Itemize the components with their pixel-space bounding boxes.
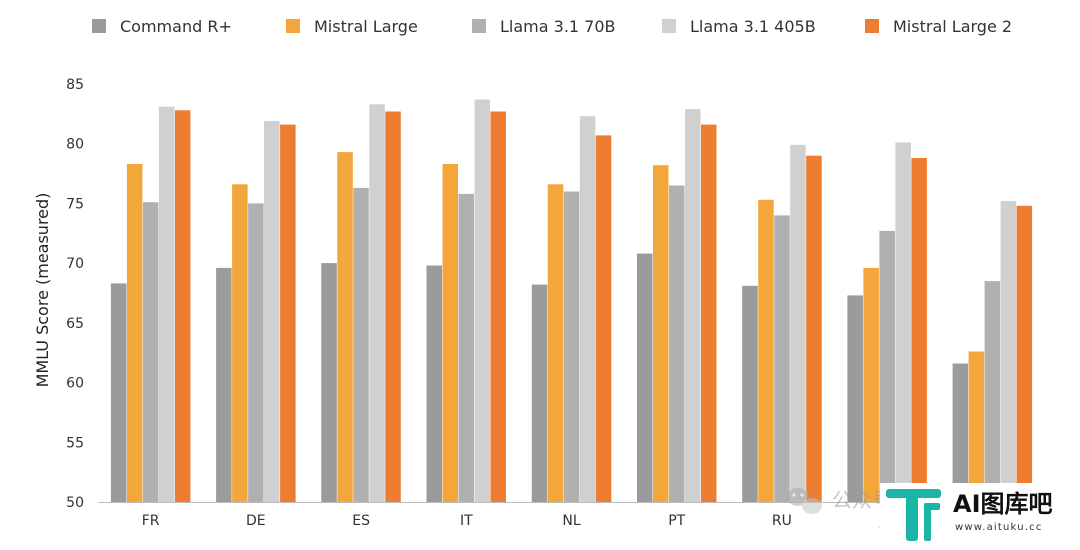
bar bbox=[563, 191, 580, 502]
bars bbox=[110, 99, 1033, 503]
bar bbox=[547, 184, 564, 503]
bar bbox=[758, 199, 774, 503]
bar bbox=[280, 124, 296, 502]
x-tick-label: ES bbox=[352, 513, 370, 529]
legend-swatch bbox=[865, 19, 879, 33]
x-tick-label: DE bbox=[246, 513, 266, 529]
y-tick-label: 80 bbox=[66, 137, 84, 153]
bar bbox=[353, 187, 369, 502]
y-tick-label: 85 bbox=[66, 77, 84, 93]
bar bbox=[337, 152, 353, 502]
bar bbox=[863, 267, 879, 502]
site-watermark: AI图库吧 www.aituku.cc bbox=[880, 483, 1080, 546]
y-tick-label: 75 bbox=[66, 196, 84, 212]
bar bbox=[742, 285, 758, 502]
bar bbox=[701, 124, 717, 502]
bar bbox=[385, 111, 401, 502]
x-tick-label: FR bbox=[142, 513, 160, 529]
bar bbox=[474, 99, 490, 502]
bar bbox=[490, 111, 506, 502]
legend-label: Mistral Large bbox=[314, 17, 418, 36]
bar bbox=[984, 281, 1001, 502]
bar bbox=[216, 267, 232, 502]
legend-swatch bbox=[286, 19, 300, 33]
bar bbox=[806, 155, 822, 502]
y-axis: 50 55 60 65 70 75 80 85 bbox=[66, 77, 84, 511]
bar bbox=[637, 253, 653, 502]
bar bbox=[911, 158, 927, 502]
bar bbox=[895, 142, 911, 502]
bar bbox=[142, 202, 159, 502]
bar bbox=[669, 185, 685, 502]
x-tick-label: RU bbox=[772, 513, 792, 529]
bar bbox=[110, 283, 127, 502]
legend-swatch bbox=[662, 19, 676, 33]
bar bbox=[531, 284, 548, 502]
bar bbox=[1000, 201, 1017, 502]
bar bbox=[774, 215, 790, 502]
legend-swatch bbox=[472, 19, 486, 33]
bar bbox=[790, 144, 806, 502]
bar bbox=[595, 135, 612, 502]
x-tick-label: PT bbox=[668, 513, 685, 529]
bar bbox=[879, 230, 895, 502]
bar bbox=[847, 295, 863, 502]
y-tick-label: 55 bbox=[66, 435, 84, 451]
bar bbox=[174, 110, 191, 503]
bar bbox=[685, 109, 701, 502]
bar bbox=[232, 184, 248, 503]
bar bbox=[321, 263, 337, 502]
legend-label: Llama 3.1 405B bbox=[690, 17, 816, 36]
legend: Command R+ Mistral Large Llama 3.1 70B Llam… bbox=[92, 17, 1012, 36]
site-name: AI图库吧 bbox=[953, 490, 1053, 518]
bar bbox=[426, 265, 442, 502]
y-tick-label: 65 bbox=[66, 316, 84, 332]
bar bbox=[264, 121, 280, 502]
legend-label: Command R+ bbox=[120, 17, 232, 36]
bar bbox=[369, 104, 385, 503]
bar bbox=[458, 193, 474, 502]
legend-label: Llama 3.1 70B bbox=[500, 17, 616, 36]
y-tick-label: 70 bbox=[66, 256, 84, 272]
y-axis-title: MMLU Score (measured) bbox=[33, 193, 52, 388]
bar bbox=[248, 203, 264, 502]
site-logo-icon bbox=[886, 489, 941, 541]
wechat-watermark: 公众号 bbox=[787, 488, 892, 514]
y-tick-label: 60 bbox=[66, 376, 84, 392]
bar bbox=[126, 164, 143, 502]
legend-swatch bbox=[92, 19, 106, 33]
site-url: www.aituku.cc bbox=[955, 522, 1043, 533]
y-tick-label: 50 bbox=[66, 495, 84, 511]
x-tick-label: NL bbox=[562, 513, 580, 529]
bar bbox=[579, 116, 596, 502]
bar bbox=[968, 351, 985, 502]
bar bbox=[653, 165, 669, 502]
bar bbox=[442, 164, 458, 502]
wechat-icon bbox=[787, 488, 822, 514]
x-tick-label: IT bbox=[460, 513, 473, 529]
bar bbox=[952, 363, 969, 502]
bar bbox=[1016, 205, 1033, 503]
bar bbox=[158, 106, 175, 502]
legend-label: Mistral Large 2 bbox=[893, 17, 1012, 36]
